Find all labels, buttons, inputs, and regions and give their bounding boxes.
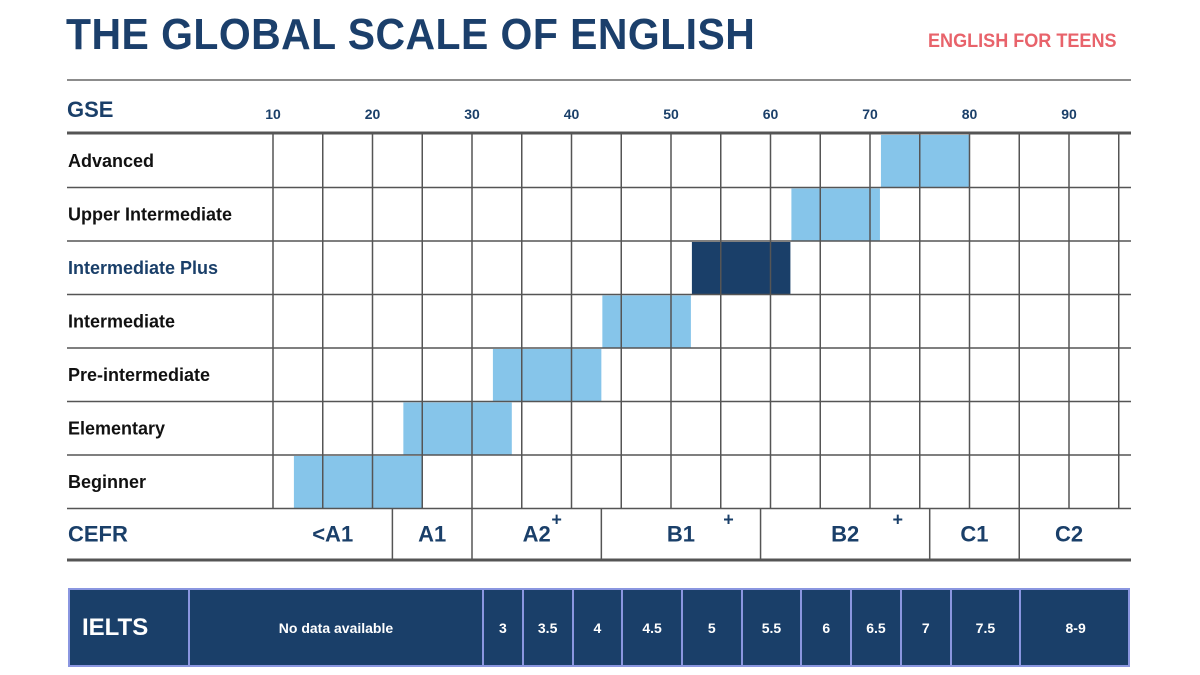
- gse-tick-label: 20: [365, 106, 381, 122]
- range-bar-pre-intermediate: [492, 349, 602, 402]
- level-label: Intermediate Plus: [68, 258, 218, 278]
- ielts-band: No data available: [188, 588, 482, 667]
- ielts-band: 8-9: [1019, 588, 1130, 667]
- gse-tick-label: 90: [1061, 106, 1077, 122]
- range-bar-upper-intermediate: [791, 188, 880, 241]
- ielts-table: [68, 588, 1130, 667]
- range-bar-intermediate-plus: [691, 242, 791, 295]
- ielts-band: 6: [800, 588, 850, 667]
- gse-axis-label: GSE: [67, 97, 113, 122]
- cefr-band-label: A1: [418, 522, 446, 547]
- ielts-band: 7.5: [949, 588, 1020, 667]
- ielts-band: 7: [899, 588, 950, 667]
- ielts-band: 5: [680, 588, 741, 667]
- level-label: Advanced: [68, 151, 154, 171]
- level-label: Elementary: [68, 418, 165, 438]
- level-label: Beginner: [68, 472, 146, 492]
- ielts-band: 4.5: [621, 588, 681, 667]
- cefr-label: CEFR: [68, 522, 128, 547]
- ielts-label: IELTS: [82, 613, 149, 641]
- cefr-band-label: B2: [831, 522, 859, 547]
- page-title: THE GLOBAL SCALE OF ENGLISH: [66, 10, 756, 59]
- gse-tick-label: 40: [564, 106, 580, 122]
- ielts-band: 3.5: [521, 588, 572, 667]
- cefr-plus-marker: +: [892, 510, 903, 530]
- level-label: Pre-intermediate: [68, 365, 210, 385]
- level-label: Upper Intermediate: [68, 204, 232, 224]
- gse-tick-label: 60: [763, 106, 779, 122]
- ielts-band: 5.5: [740, 588, 801, 667]
- cefr-band-label: C2: [1055, 522, 1083, 547]
- ielts-band: 3: [481, 588, 522, 667]
- range-bar-intermediate: [602, 295, 691, 348]
- gse-tick-label: 80: [962, 106, 978, 122]
- cefr-band-label: A2: [523, 522, 551, 547]
- ielts-band: 4: [571, 588, 622, 667]
- level-label: Intermediate: [68, 311, 175, 331]
- range-bar-advanced: [880, 135, 970, 188]
- gse-tick-label: 30: [464, 106, 480, 122]
- ielts-band: 6.5: [850, 588, 900, 667]
- cefr-band-label: C1: [960, 522, 988, 547]
- range-bar-elementary: [403, 402, 512, 455]
- cefr-band-label: <A1: [312, 522, 353, 547]
- gse-tick-label: 10: [265, 106, 281, 122]
- gse-tick-label: 70: [862, 106, 878, 122]
- cefr-plus-marker: +: [723, 510, 734, 530]
- gse-tick-label: 50: [663, 106, 679, 122]
- cefr-plus-marker: +: [551, 510, 562, 530]
- range-bar-beginner: [293, 456, 423, 509]
- page-subtitle: ENGLISH FOR TEENS: [928, 31, 1117, 52]
- cefr-band-label: B1: [667, 522, 695, 547]
